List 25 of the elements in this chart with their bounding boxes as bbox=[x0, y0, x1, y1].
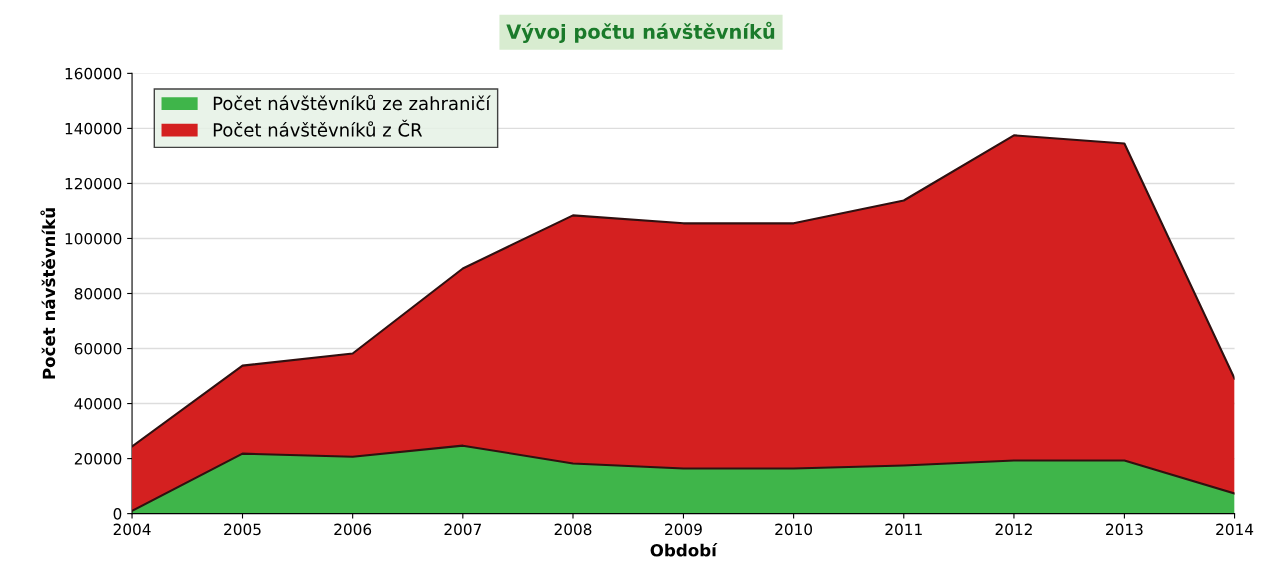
x-axis-title: Období bbox=[650, 543, 718, 557]
y-tick-label: 140000 bbox=[65, 122, 122, 135]
chart-title: Vývoj počtu návštěvníků bbox=[506, 21, 775, 43]
y-tick-label: 60000 bbox=[74, 343, 122, 355]
y-tick-label: 160000 bbox=[65, 67, 122, 80]
x-tick-label: 2014 bbox=[1216, 523, 1254, 536]
y-tick-label: 40000 bbox=[74, 398, 122, 410]
x-tick-label: 2004 bbox=[113, 523, 151, 536]
x-tick-label: 2008 bbox=[554, 523, 592, 536]
y-tick-label: 100000 bbox=[65, 232, 122, 245]
y-tick-label: 0 bbox=[113, 508, 122, 520]
legend-label: Počet návštěvníků z ČR bbox=[213, 119, 423, 137]
y-axis-title: Počet návštěvníků bbox=[40, 208, 56, 379]
y-tick-label: 20000 bbox=[74, 453, 122, 465]
legend-label: Počet návštěvníků ze zahraničí bbox=[213, 94, 491, 111]
x-tick-label: 2010 bbox=[775, 523, 813, 536]
y-tick-label: 120000 bbox=[65, 177, 122, 190]
x-tick-label: 2009 bbox=[665, 523, 702, 536]
x-tick-label: 2011 bbox=[885, 523, 922, 536]
x-tick-label: 2013 bbox=[1106, 523, 1143, 536]
x-tick-label: 2012 bbox=[995, 523, 1032, 536]
x-tick-label: 2007 bbox=[444, 523, 481, 536]
y-tick-label: 80000 bbox=[74, 287, 122, 300]
x-tick-label: 2005 bbox=[224, 523, 261, 536]
x-tick-label: 2006 bbox=[334, 523, 372, 536]
